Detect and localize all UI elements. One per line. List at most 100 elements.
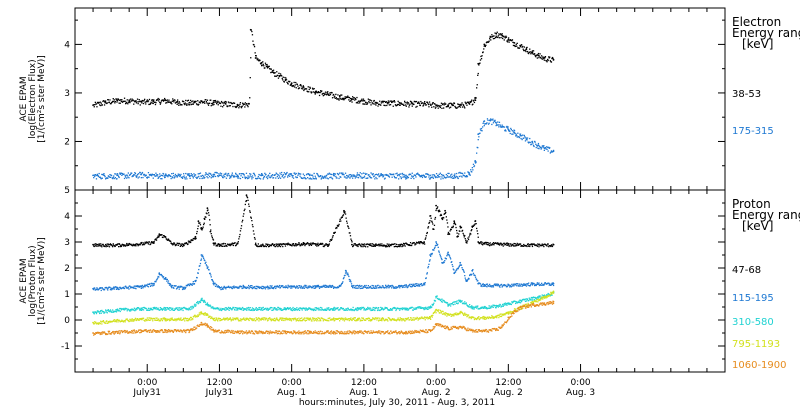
data-point [148,98,151,101]
data-point [498,121,501,123]
data-point [354,175,356,177]
data-point [503,284,505,286]
data-point [286,319,288,321]
data-point [453,177,455,179]
data-point [426,308,428,310]
data-point [141,284,144,287]
data-point [290,319,292,321]
data-point [526,137,529,139]
data-point [444,260,446,262]
data-point [118,319,120,321]
data-point [98,311,100,313]
data-point [118,102,120,104]
data-point [328,173,330,175]
data-point [447,105,450,107]
data-point [250,285,252,287]
data-point [170,242,173,245]
data-point [392,105,394,107]
data-point [305,308,308,310]
data-point [217,175,219,177]
data-point [204,176,206,179]
data-point [96,287,98,289]
data-point [252,40,254,42]
data-point [463,270,465,272]
data-point [309,243,311,245]
data-point [483,125,485,127]
data-point [303,89,305,92]
data-point [363,307,366,309]
data-point [102,320,105,322]
data-point [446,255,448,257]
data-point [121,99,123,101]
data-point [108,176,111,178]
data-point [332,173,334,176]
data-point [168,174,170,176]
data-point [128,101,130,103]
data-point [538,148,540,150]
data-point [526,298,529,300]
data-point [240,175,242,177]
data-point [519,244,521,246]
data-point [181,245,184,248]
data-point [296,307,298,309]
data-point [510,245,512,247]
data-point [395,173,397,175]
data-point [412,283,414,285]
data-point [315,286,317,289]
legend-title-line: Proton [732,197,771,211]
data-point [113,100,115,103]
data-point [451,264,453,266]
data-point [116,243,118,246]
data-point [435,241,437,243]
data-point [423,308,425,311]
data-point [203,217,206,220]
data-point [479,62,481,64]
data-point [366,103,368,105]
data-point [334,308,336,310]
data-point [145,242,147,244]
data-point [209,219,211,221]
data-point [155,99,158,102]
data-point [300,85,302,87]
data-point [425,306,427,308]
data-point [271,309,274,311]
data-point [483,285,485,287]
data-point [298,317,300,319]
data-point [376,309,379,312]
data-point [287,83,289,85]
data-point [309,87,311,89]
data-point [220,307,222,310]
data-point [301,286,303,288]
data-point [144,98,146,100]
data-point [206,267,209,269]
data-point [180,308,183,310]
data-point [550,151,552,153]
data-point [275,286,277,288]
data-point [429,254,431,256]
data-point [328,320,330,322]
data-point [374,178,376,180]
data-point [447,104,449,106]
data-point [380,244,382,247]
data-point [359,175,361,177]
data-point [268,287,270,289]
data-point [338,95,341,98]
data-point [472,272,475,274]
data-point [496,36,498,38]
data-point [454,222,456,225]
data-point [217,285,219,287]
data-point [383,178,386,180]
data-point [452,225,454,227]
data-point [278,320,280,322]
data-point [101,177,103,179]
data-point [120,172,122,174]
data-point [405,174,407,177]
data-point [235,173,237,175]
data-point [259,245,262,247]
data-point [210,177,212,179]
data-point [424,238,426,240]
data-point [466,240,469,242]
data-point [346,222,348,224]
data-point [317,317,320,319]
data-point [205,313,207,315]
